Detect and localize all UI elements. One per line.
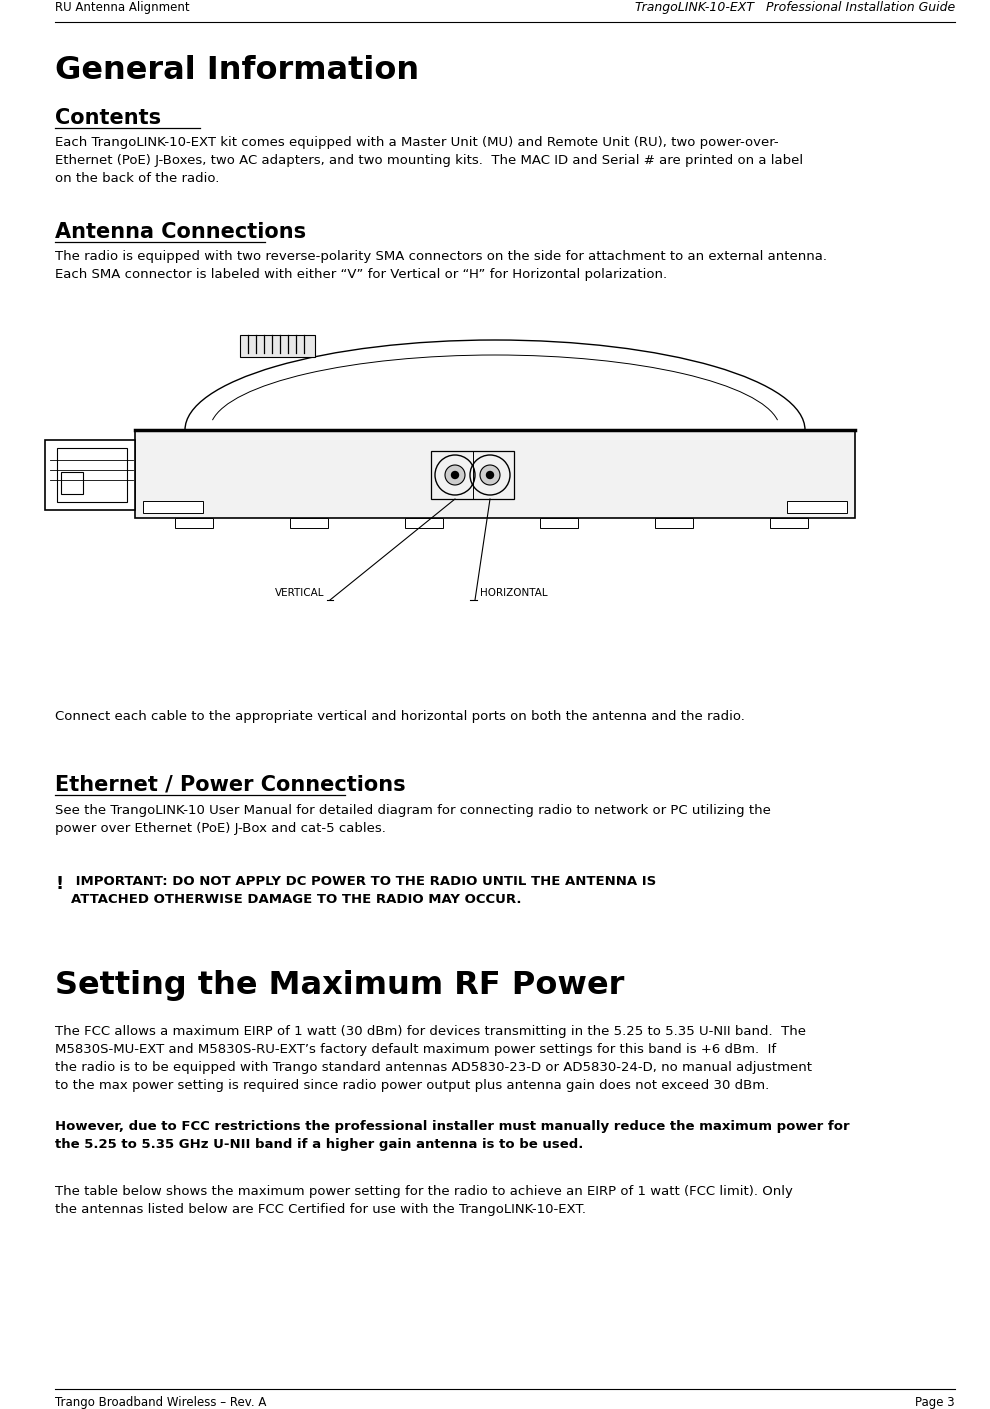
- Text: Page 3: Page 3: [916, 1396, 955, 1409]
- Bar: [290, 519, 328, 528]
- Bar: [405, 519, 443, 528]
- Text: Setting the Maximum RF Power: Setting the Maximum RF Power: [55, 969, 625, 1000]
- Text: IMPORTANT: DO NOT APPLY DC POWER TO THE RADIO UNTIL THE ANTENNA IS
ATTACHED OTHE: IMPORTANT: DO NOT APPLY DC POWER TO THE …: [71, 875, 656, 906]
- Circle shape: [445, 465, 465, 485]
- Text: The table below shows the maximum power setting for the radio to achieve an EIRP: The table below shows the maximum power …: [55, 1185, 793, 1216]
- Bar: [240, 335, 315, 356]
- Text: Ethernet / Power Connections: Ethernet / Power Connections: [55, 775, 406, 795]
- Text: RU Antenna Alignment: RU Antenna Alignment: [55, 1, 190, 14]
- Text: Each TrangoLINK-10-EXT kit comes equipped with a Master Unit (MU) and Remote Uni: Each TrangoLINK-10-EXT kit comes equippe…: [55, 137, 803, 185]
- Text: HORIZONTAL: HORIZONTAL: [480, 588, 547, 597]
- Circle shape: [480, 465, 500, 485]
- Text: Antenna Connections: Antenna Connections: [55, 223, 306, 242]
- Text: General Information: General Information: [55, 55, 419, 86]
- Text: See the TrangoLINK-10 User Manual for detailed diagram for connecting radio to n: See the TrangoLINK-10 User Manual for de…: [55, 805, 771, 836]
- Text: Contents: Contents: [55, 108, 161, 128]
- Bar: [135, 430, 855, 519]
- Circle shape: [451, 472, 458, 479]
- Bar: [655, 519, 693, 528]
- Text: However, due to FCC restrictions the professional installer must manually reduce: However, due to FCC restrictions the pro…: [55, 1120, 849, 1151]
- Bar: [57, 448, 127, 502]
- Bar: [45, 440, 135, 510]
- Bar: [175, 519, 213, 528]
- Bar: [143, 502, 203, 513]
- Text: VERTICAL: VERTICAL: [275, 588, 325, 597]
- Bar: [431, 451, 514, 499]
- Text: Trango Broadband Wireless – Rev. A: Trango Broadband Wireless – Rev. A: [55, 1396, 266, 1409]
- Bar: [770, 519, 808, 528]
- Text: TrangoLINK-10-EXT   Professional Installation Guide: TrangoLINK-10-EXT Professional Installat…: [635, 1, 955, 14]
- Bar: [787, 502, 847, 513]
- Bar: [61, 472, 83, 495]
- Text: The FCC allows a maximum EIRP of 1 watt (30 dBm) for devices transmitting in the: The FCC allows a maximum EIRP of 1 watt …: [55, 1024, 812, 1092]
- Text: !: !: [55, 875, 63, 893]
- Text: The radio is equipped with two reverse-polarity SMA connectors on the side for a: The radio is equipped with two reverse-p…: [55, 249, 827, 280]
- Bar: [540, 519, 578, 528]
- Circle shape: [486, 472, 493, 479]
- Text: Connect each cable to the appropriate vertical and horizontal ports on both the : Connect each cable to the appropriate ve…: [55, 710, 744, 723]
